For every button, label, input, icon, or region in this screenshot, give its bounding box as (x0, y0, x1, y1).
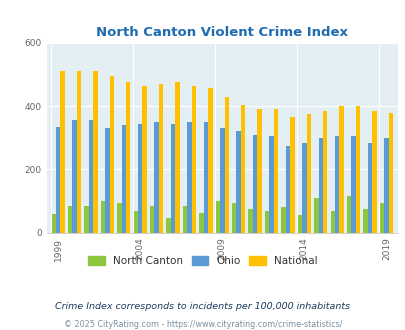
Bar (187, 122, 191, 233)
Bar (60, 71, 65, 233)
Bar (285, 146, 290, 233)
Bar (362, 209, 367, 233)
Bar (191, 85, 196, 233)
Bar (175, 82, 179, 233)
Bar (236, 131, 240, 233)
Text: Crime Index corresponds to incidents per 100,000 inhabitants: Crime Index corresponds to incidents per… (55, 302, 350, 311)
Bar (367, 143, 371, 233)
Bar (117, 203, 121, 233)
Bar (313, 198, 318, 233)
Bar (208, 88, 212, 233)
Bar (100, 201, 105, 233)
Legend: North Canton, Ohio, National: North Canton, Ohio, National (84, 252, 321, 270)
Bar (89, 120, 93, 233)
Bar (138, 123, 142, 233)
Bar (240, 105, 245, 233)
Bar (199, 213, 203, 233)
Bar (224, 97, 228, 233)
Text: © 2025 CityRating.com - https://www.cityrating.com/crime-statistics/: © 2025 CityRating.com - https://www.city… (64, 319, 341, 329)
Bar (350, 136, 355, 233)
Bar (133, 211, 138, 233)
Bar (322, 111, 326, 233)
Bar (158, 84, 163, 233)
Bar (171, 123, 175, 233)
Bar (220, 128, 224, 233)
Bar (51, 214, 56, 233)
Bar (339, 106, 343, 233)
Bar (182, 206, 187, 233)
Bar (84, 206, 89, 233)
Bar (232, 203, 236, 233)
Bar (105, 128, 109, 233)
Bar (56, 127, 60, 233)
Bar (149, 206, 154, 233)
Bar (318, 138, 322, 233)
Bar (273, 109, 277, 233)
Bar (77, 71, 81, 233)
Bar (154, 122, 158, 233)
Bar (142, 85, 147, 233)
Bar (215, 201, 220, 233)
Bar (252, 135, 257, 233)
Bar (264, 211, 269, 233)
Bar (306, 114, 310, 233)
Bar (122, 125, 126, 233)
Bar (72, 120, 77, 233)
Bar (109, 76, 114, 233)
Bar (297, 214, 301, 233)
Bar (126, 82, 130, 233)
Bar (269, 136, 273, 233)
Bar (203, 122, 208, 233)
Bar (383, 138, 388, 233)
Bar (334, 136, 339, 233)
Bar (355, 106, 359, 233)
Bar (301, 143, 306, 233)
Bar (281, 207, 285, 233)
Bar (379, 203, 383, 233)
Bar (68, 206, 72, 233)
Bar (290, 117, 294, 233)
Bar (248, 209, 252, 233)
Bar (166, 218, 171, 233)
Title: North Canton Violent Crime Index: North Canton Violent Crime Index (96, 26, 347, 39)
Bar (257, 109, 261, 233)
Bar (371, 111, 376, 233)
Bar (330, 211, 334, 233)
Bar (346, 196, 350, 233)
Bar (93, 71, 98, 233)
Bar (388, 113, 392, 233)
